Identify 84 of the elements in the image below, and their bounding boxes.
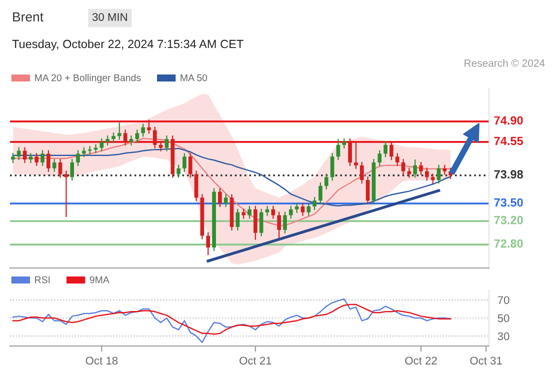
candlestick [366, 176, 370, 204]
candlestick [52, 158, 56, 172]
candlestick [218, 188, 222, 208]
candlestick [248, 205, 252, 220]
candlestick [348, 138, 352, 167]
legend-label: MA 50 [180, 74, 208, 82]
candlestick [182, 152, 186, 172]
legend-label: MA 20 + Bollinger Bands [35, 74, 141, 84]
candlestick [294, 202, 299, 214]
candlestick [401, 158, 406, 176]
candlestick [312, 196, 316, 211]
y-tick-label: 70 [498, 296, 510, 304]
text: 30 MIN [92, 13, 127, 21]
x-tick-label: Oct 22 [405, 356, 437, 365]
candlestick [253, 205, 258, 240]
candlestick [100, 138, 104, 152]
x-tick-label: Oct 21 [240, 356, 272, 365]
candlestick [419, 161, 423, 176]
candlestick [442, 164, 447, 176]
ref-line-label: 73.50 [494, 198, 523, 207]
ref-line-label: 73.20 [494, 216, 523, 224]
candlestick [188, 152, 192, 178]
candlestick [224, 194, 228, 208]
line-series [12, 298, 452, 344]
candlestick [194, 170, 198, 202]
candlestick [324, 173, 328, 190]
candlestick [318, 182, 322, 205]
candlestick [40, 150, 44, 167]
candlestick [106, 134, 110, 146]
candlestick [117, 122, 122, 140]
candlestick [354, 141, 358, 170]
x-tick-label: Oct 31 [470, 356, 502, 365]
candlestick [164, 134, 169, 152]
candlestick [390, 140, 394, 161]
candlestick [22, 146, 27, 164]
candlestick [70, 158, 74, 182]
candlestick [152, 126, 157, 149]
ref-line-label: 73.98 [494, 170, 523, 179]
x-tick-label: Oct 18 [86, 356, 118, 365]
text: Research © 2024 [464, 59, 545, 67]
candlestick [11, 152, 15, 164]
candlestick [129, 134, 134, 146]
candlestick [271, 205, 276, 220]
candlestick [330, 152, 334, 182]
candlestick [378, 150, 382, 167]
candlestick [158, 140, 163, 152]
candlestick [283, 211, 287, 234]
line-series [12, 304, 452, 335]
candlestick [277, 211, 281, 240]
candlestick [395, 152, 400, 167]
y-tick-label: 50 [498, 314, 510, 322]
candlestick [413, 158, 417, 178]
candlestick [76, 150, 80, 167]
candlestick [34, 152, 39, 167]
candlestick [82, 146, 86, 158]
candlestick [236, 208, 240, 232]
candlestick [28, 152, 33, 164]
ref-line-label: 74.90 [494, 116, 523, 125]
chart-subtitle: Tuesday, October 22, 2024 7:15:34 AM CET [12, 40, 244, 50]
chart-title: Brent [13, 12, 44, 22]
candlestick [265, 205, 270, 216]
candlestick [123, 129, 128, 146]
candlestick [430, 173, 435, 184]
candlestick [112, 132, 116, 144]
ref-line-label: 74.55 [494, 136, 524, 146]
candlestick [135, 129, 140, 144]
candlestick [141, 123, 145, 138]
candlestick [176, 164, 180, 178]
candlestick [384, 140, 388, 158]
y-tick-label: 30 [498, 332, 510, 340]
legend-label: 9MA [90, 276, 110, 284]
candlestick [288, 205, 293, 220]
candlestick [300, 202, 305, 216]
candlestick [64, 170, 68, 218]
candlestick [46, 150, 50, 172]
candlestick [360, 161, 364, 184]
candlestick [259, 208, 264, 237]
ref-line-label: 72.80 [494, 239, 523, 248]
candlestick [206, 232, 210, 256]
legend-label: RSI [35, 276, 50, 284]
candlestick [306, 202, 311, 216]
candlestick [16, 146, 21, 161]
candlestick [424, 167, 429, 182]
candlestick [342, 138, 346, 149]
